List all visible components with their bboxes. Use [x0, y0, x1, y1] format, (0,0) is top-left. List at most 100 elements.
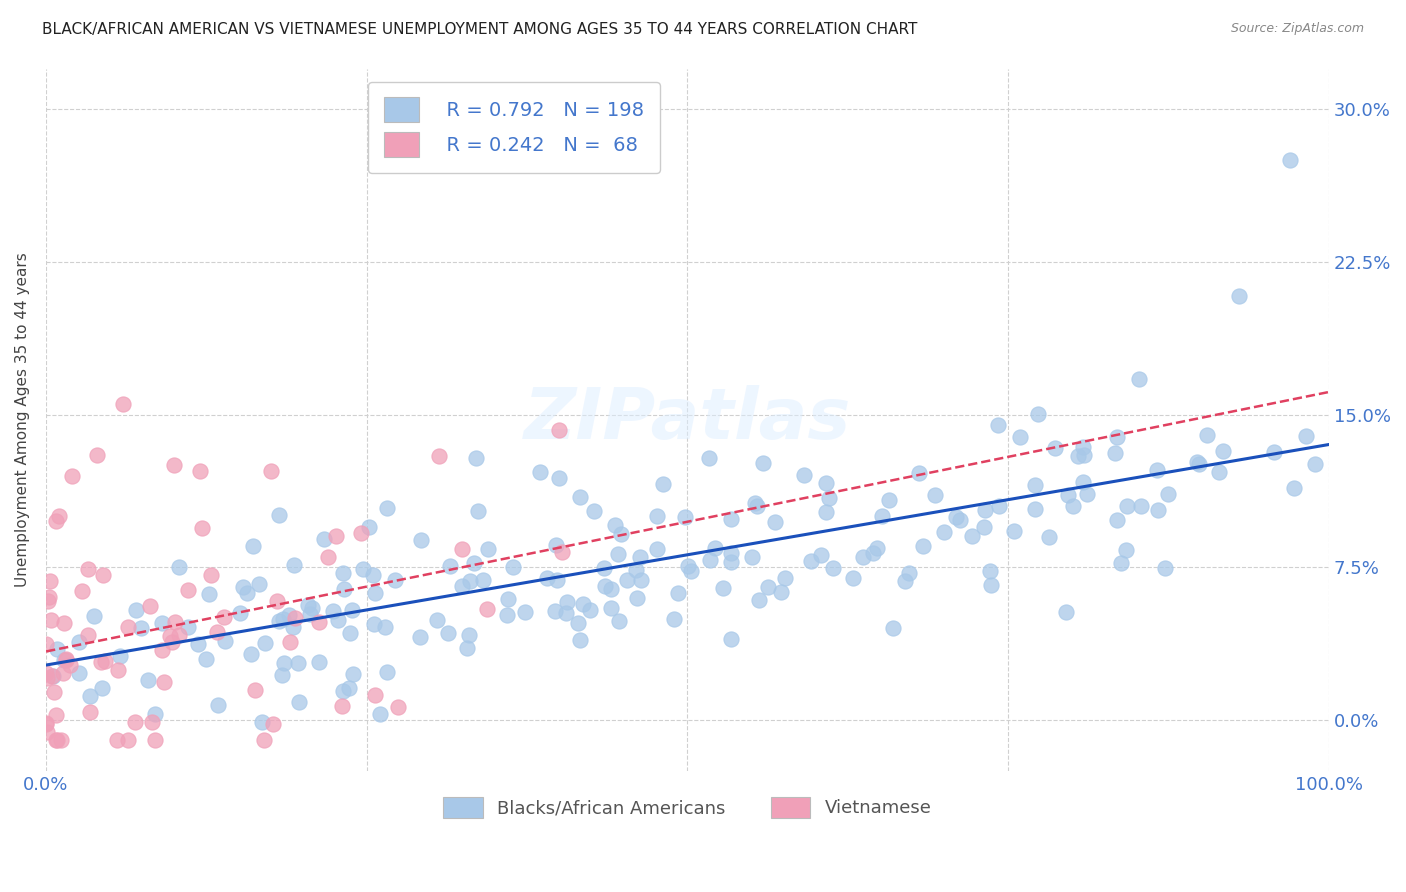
Point	[458, 574, 481, 589]
Point	[498, 592, 520, 607]
Point	[758, 580, 780, 594]
Point	[1212, 443, 1234, 458]
Point	[544, 603, 567, 617]
Point	[1043, 441, 1066, 455]
Point	[1054, 606, 1077, 620]
Point	[697, 450, 720, 465]
Point	[267, 508, 290, 523]
Point	[48, 509, 70, 524]
Point	[363, 586, 385, 600]
Point	[361, 568, 384, 582]
Point	[550, 545, 572, 559]
Point	[38, 591, 60, 605]
Point	[153, 674, 176, 689]
Point	[818, 491, 841, 505]
Point	[159, 630, 181, 644]
Point	[37, 724, 59, 739]
Point	[495, 608, 517, 623]
Point	[842, 571, 865, 585]
Point	[593, 579, 616, 593]
Point	[86, 448, 108, 462]
Point	[91, 568, 114, 582]
Point	[748, 593, 770, 607]
Point	[167, 628, 190, 642]
Point	[529, 466, 551, 480]
Point	[250, 715, 273, 730]
Point	[1279, 153, 1302, 167]
Point	[312, 533, 335, 547]
Point	[773, 571, 796, 585]
Point	[980, 577, 1002, 591]
Point	[979, 564, 1001, 578]
Point	[45, 642, 67, 657]
Point	[411, 533, 433, 547]
Point	[143, 733, 166, 747]
Point	[546, 574, 568, 588]
Point	[107, 733, 129, 747]
Point	[333, 582, 356, 596]
Point	[720, 546, 742, 560]
Point	[236, 586, 259, 600]
Point	[163, 458, 186, 473]
Point	[253, 636, 276, 650]
Point	[284, 611, 307, 625]
Point	[187, 637, 209, 651]
Point	[1104, 446, 1126, 460]
Point	[1185, 455, 1208, 469]
Point	[1282, 481, 1305, 495]
Point	[852, 549, 875, 564]
Point	[141, 714, 163, 729]
Point	[260, 464, 283, 478]
Point	[720, 555, 742, 569]
Point	[866, 541, 889, 555]
Point	[55, 653, 77, 667]
Point	[308, 655, 330, 669]
Point	[287, 657, 309, 671]
Point	[616, 574, 638, 588]
Point	[45, 733, 67, 747]
Point	[720, 632, 742, 646]
Point	[572, 597, 595, 611]
Point	[1004, 524, 1026, 538]
Point	[471, 573, 494, 587]
Point	[456, 640, 478, 655]
Point	[870, 509, 893, 524]
Point	[45, 733, 67, 747]
Point	[160, 635, 183, 649]
Point	[117, 733, 139, 747]
Point	[364, 688, 387, 702]
Point	[262, 717, 284, 731]
Point	[1073, 448, 1095, 462]
Point	[628, 549, 651, 564]
Point	[1227, 289, 1250, 303]
Point	[882, 621, 904, 635]
Point	[720, 512, 742, 526]
Point	[877, 492, 900, 507]
Point	[681, 564, 703, 578]
Point	[340, 603, 363, 617]
Point	[53, 615, 76, 630]
Point	[76, 562, 98, 576]
Point	[41, 669, 63, 683]
Point	[253, 733, 276, 747]
Point	[799, 554, 821, 568]
Point	[862, 546, 884, 560]
Point	[465, 451, 488, 466]
Point	[477, 541, 499, 556]
Point	[124, 714, 146, 729]
Point	[281, 620, 304, 634]
Point	[676, 558, 699, 573]
Point	[79, 705, 101, 719]
Point	[673, 510, 696, 524]
Point	[167, 560, 190, 574]
Point	[1195, 427, 1218, 442]
Point	[1128, 371, 1150, 385]
Point	[439, 559, 461, 574]
Point	[912, 539, 935, 553]
Point	[467, 504, 489, 518]
Point	[111, 397, 134, 411]
Point	[177, 620, 200, 634]
Point	[457, 628, 479, 642]
Point	[624, 564, 647, 578]
Point	[129, 621, 152, 635]
